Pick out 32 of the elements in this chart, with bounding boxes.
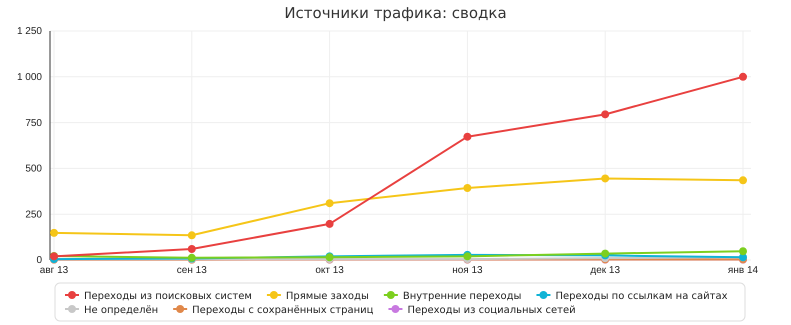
y-tick-label: 0 — [36, 255, 42, 266]
y-tick-label: 250 — [25, 209, 42, 220]
point — [188, 245, 196, 254]
x-tick-label: янв 14 — [728, 265, 759, 276]
y-tick-label: 1 000 — [16, 72, 42, 83]
point — [463, 184, 472, 192]
y-tick-label: 1 250 — [16, 26, 42, 38]
legend-label: Переходы из поисковых систем — [84, 291, 252, 302]
point — [326, 220, 334, 228]
legend-label: Переходы с сохранённых страниц — [192, 305, 374, 316]
point — [326, 199, 334, 208]
y-tick-label: 500 — [25, 164, 42, 175]
x-tick-label: окт 13 — [315, 265, 344, 276]
x-tick-label: авг 13 — [40, 265, 69, 276]
x-tick-label: дек 13 — [590, 265, 620, 276]
point — [188, 231, 196, 240]
point — [463, 132, 472, 141]
legend-label: Переходы по ссылкам на сайтах — [555, 291, 728, 302]
point — [739, 176, 747, 184]
point — [739, 72, 747, 81]
legend-label: Внутренние переходы — [402, 291, 522, 302]
chart-title: Источники трафика: сводка — [284, 4, 507, 22]
y-tick-label: 750 — [25, 118, 42, 129]
legend-label: Переходы из социальных сетей — [407, 305, 576, 316]
x-tick-label: сен 13 — [176, 265, 208, 276]
x-tick-label: ноя 13 — [452, 265, 484, 276]
point — [601, 174, 610, 182]
point — [50, 228, 58, 237]
point — [601, 110, 610, 118]
legend-label: Не определён — [84, 305, 158, 316]
legend-label: Прямые заходы — [286, 291, 369, 302]
point — [739, 247, 747, 256]
